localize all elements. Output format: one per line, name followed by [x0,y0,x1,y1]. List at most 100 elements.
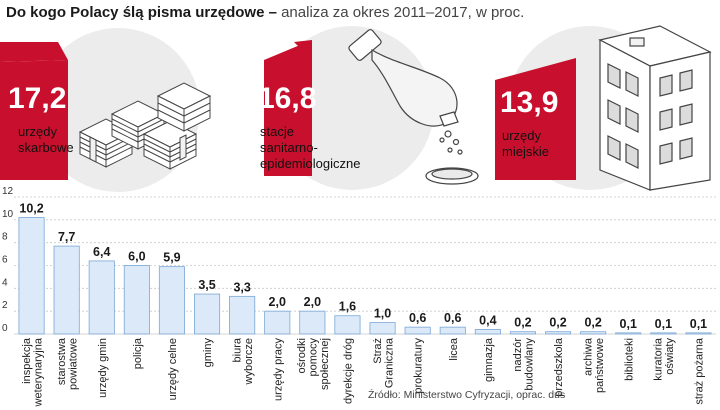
bar [580,331,607,335]
bar-value-label: 0,2 [584,316,601,330]
highlight-accent-triangle [264,40,312,176]
category-label: biblioteki [623,338,635,381]
highlight-label-line-2: sanitarno- [260,140,318,155]
highlight-value: 13,9 [500,86,558,119]
highlight-label-line-1: urzędy [502,128,542,143]
bar-value-label: 6,4 [93,245,110,259]
bar [334,315,361,335]
category-label: wyborcze [243,338,255,385]
bar [158,266,185,335]
category-label: urzędy pracy [272,338,284,401]
bar-value-label: 0,1 [690,317,707,331]
category-label: urzędy gmin [97,338,109,398]
bar-value-label: 0,4 [479,313,496,327]
category-label: Straż [372,338,384,364]
category-label: straż pożarna [693,337,705,405]
category-label: prokuratury [413,338,425,394]
category-label: Graniczna [383,337,395,388]
chart-subtitle: analiza za okres 2011–2017, w proc. [281,4,525,21]
category-label: społecznej [319,338,331,390]
category-label: nadzór [512,338,524,372]
bar [369,322,396,335]
y-tick-label: 2 [2,300,8,311]
bar-value-label: 0,2 [514,316,531,330]
bar-value-label: 0,6 [444,311,461,325]
title-dash: – [264,4,282,21]
highlight-value: 16,8 [258,82,316,115]
bar [439,326,466,335]
bar-value-label: 10,2 [19,202,43,216]
bar-value-label: 1,6 [339,300,356,314]
highlight-label-line-3: epidemiologiczne [260,156,360,171]
highlight-label-line-1: urzędy [18,124,58,139]
category-label: dyrekcje dróg [342,338,354,404]
chart-title: Do kogo Polacy ślą pisma urzędowe [6,4,265,21]
category-label: weterynaryjna [32,337,44,407]
highlight-card-city-offices: 13,9 urzędy miejskie [495,25,712,191]
bar-value-label: 2,0 [304,295,321,309]
bar [18,217,45,335]
y-tick-label: 8 [2,232,8,243]
bar [615,332,642,335]
y-tick-label: 6 [2,255,8,266]
bar-value-label: 0,1 [655,317,672,331]
highlight-value: 17,2 [8,82,66,115]
stacked-papers-icon [78,82,212,170]
category-label: budowlany [524,338,536,391]
category-label: urzędy celne [167,338,179,400]
source-note: Źródło: Ministerstwo Cyfryzacji, oprac. … [368,389,566,401]
category-label: gminy [202,338,214,368]
bar-value-label: 6,0 [128,250,145,264]
bar [404,326,431,335]
bar [53,245,80,335]
bar-value-label: 1,0 [374,307,391,321]
category-label: licea [448,337,460,361]
chart-value-labels: 10,2 7,7 6,4 6,0 5,9 3,5 3,3 2,0 2,0 1,6 1,0 0,6 0,6… [19,202,707,331]
category-label: państwowe [594,338,606,393]
bar-value-label: 2,0 [269,295,286,309]
bar-value-label: 0,2 [549,316,566,330]
bar [229,295,256,335]
bar [194,293,221,335]
category-label: pomocy [307,338,319,377]
highlight-card-sanitary-stations: 16,8 stacje sanitarno- epidemiologiczne [258,26,479,190]
highlight-panel: 17,2 urzędy skarbowe 16,8 stacje sanitar… [0,25,712,192]
highlight-card-tax-offices: 17,2 urzędy skarbowe [0,28,212,192]
category-label: przedszkola [553,337,565,397]
flask-icon [348,29,479,185]
bar [299,310,326,335]
y-tick-label: 12 [2,186,14,197]
bar [123,265,150,335]
bar [650,332,677,335]
highlight-accent-tip [294,40,312,60]
chart-header: Do kogo Polacy ślą pisma urzędowe – anal… [6,2,716,24]
y-tick-label: 0 [2,323,8,334]
category-label: archiwa [582,337,594,376]
category-label: starostwa [56,337,68,385]
bar-value-label: 5,9 [163,251,180,265]
building-icon [598,25,712,191]
category-label: biura [231,337,243,362]
category-label: gimnazja [483,337,495,382]
y-axis-ticks: 0 2 4 6 8 10 12 [2,186,14,334]
highlight-label-line-2: miejskie [502,144,549,159]
category-label: powiatowe [67,338,79,390]
chart-bars [18,217,712,335]
highlight-label-line-1: stacje [260,124,294,139]
bar [88,260,115,335]
chart-grid [14,196,716,335]
highlight-label-line-2: skarbowe [18,140,74,155]
category-label: inspekcja [21,337,33,384]
y-tick-label: 10 [2,209,14,220]
bar-value-label: 3,5 [198,278,215,292]
bar-value-label: 0,6 [409,311,426,325]
bar [474,329,501,335]
category-label: ośrodki [296,338,308,373]
highlight-accent-notch [0,42,68,62]
category-label: kuratoria [653,337,665,381]
bar-value-label: 3,3 [233,280,250,294]
bar [509,331,536,335]
y-tick-label: 4 [2,277,8,288]
bar [685,332,712,335]
